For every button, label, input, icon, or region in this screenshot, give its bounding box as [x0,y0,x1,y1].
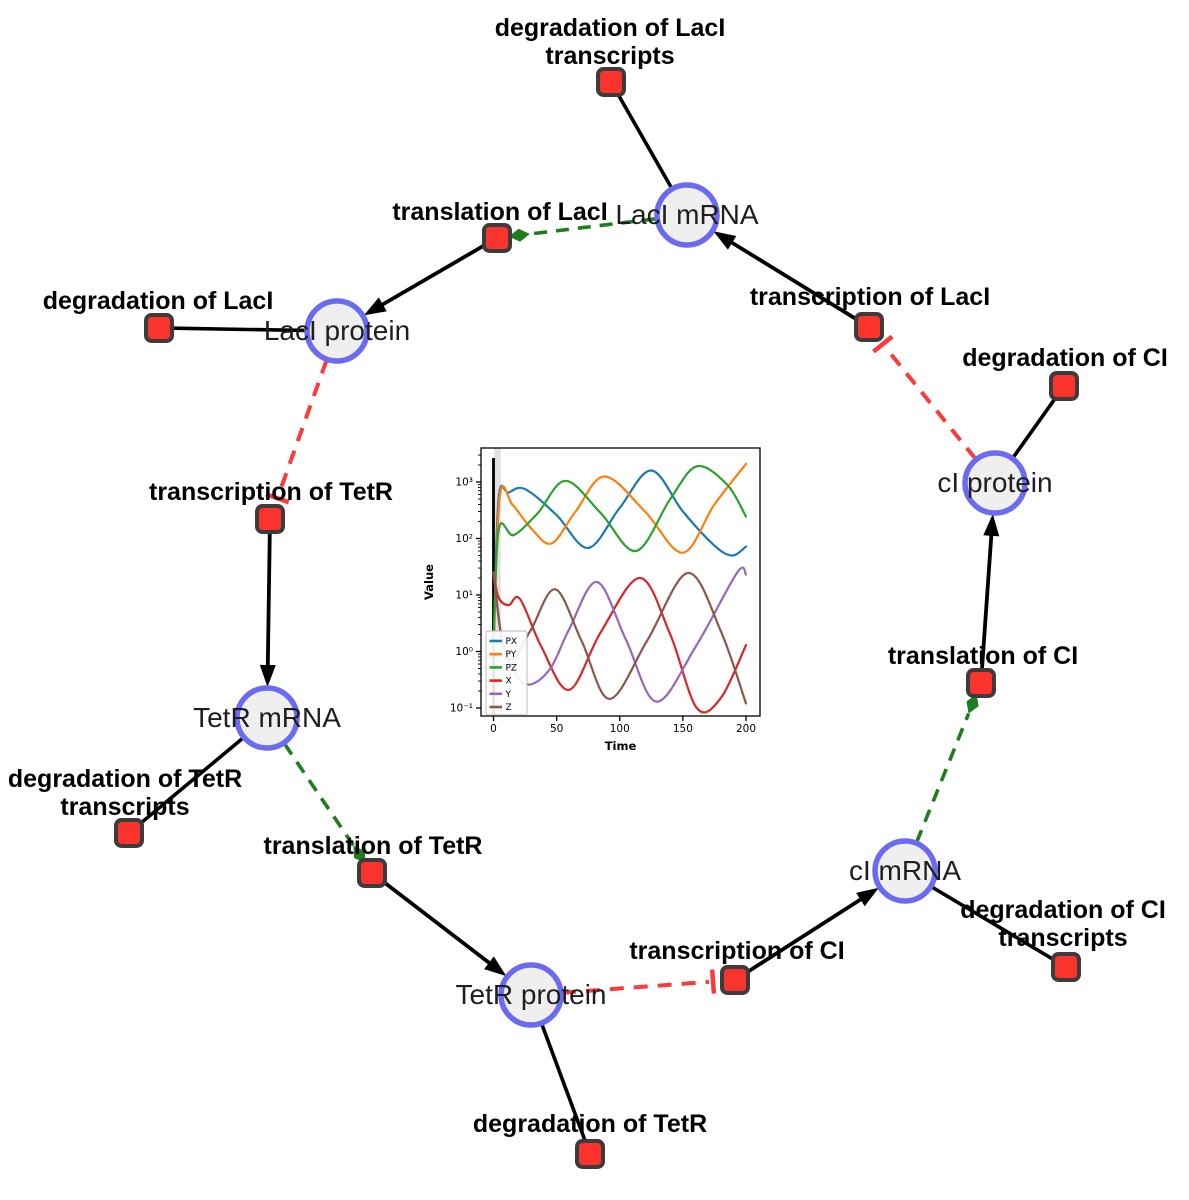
edge-transl-ci-ci-protein-arrow-head [983,513,1000,537]
edge-transl-laci-laci-protein [378,243,486,309]
species-node-laci-mrna[interactable] [654,182,720,248]
plot-area [492,448,748,716]
edge-laci-mrna-transl-laci-diamond-head [508,228,530,242]
species-node-ci-mrna[interactable] [872,838,938,904]
edge-ci-mrna-transl-ci [914,712,971,843]
x-tick-label-100: 100 [610,723,630,735]
edge-txn-ci-ci-mrna [745,895,865,975]
y-tick-label-3: 10² [455,533,473,545]
reaction-node-txn-laci[interactable] [854,312,884,342]
edge-ci-mrna-transl-ci-diamond-head [966,694,979,714]
species-node-laci-protein[interactable] [304,298,370,364]
edge-ci-protein-txn-laci-tee-head [872,334,894,354]
chart-axes-box [480,447,761,717]
reaction-node-deg-ci[interactable] [1049,371,1079,401]
species-node-tetr-protein[interactable] [498,962,564,1028]
edge-ci-mrna-deg-ci-tx [930,885,1055,962]
edge-transl-tetr-tetr-protein-arrow-head [484,956,507,977]
inset-chart: 0 50 100 150 20010⁻¹10⁰10¹10²10³TimeValuePXP… [422,447,761,753]
edge-laci-protein-txn-tetr [276,359,329,496]
edge-txn-tetr-tetr-mrna [265,532,272,670]
reaction-node-transl-laci[interactable] [482,223,512,253]
species-node-ci-protein[interactable] [962,450,1028,516]
legend-label-Z: Z [506,703,512,713]
edge-txn-tetr-tetr-mrna-arrow-head [259,664,276,687]
reaction-node-deg-laci[interactable] [144,313,174,343]
legend-label-PY: PY [506,650,517,660]
edge-ci-protein-deg-ci [1011,396,1058,459]
edge-transl-tetr-tetr-protein [381,880,494,967]
y-axis-label: Value [422,564,436,600]
legend-label-PZ: PZ [506,663,518,673]
edges-layer [138,93,1058,1142]
chart-series-Y [492,566,748,703]
chart-series-PZ [492,464,748,653]
reaction-nodes-layer [114,67,1081,1169]
edge-txn-laci-laci-mrna [727,239,859,322]
edge-tetr-protein-deg-tetr [540,1023,587,1142]
chart-legend: PX PY PZ XYZ [485,630,528,716]
x-tick-label-200: 200 [736,723,756,735]
edge-tetr-protein-txn-ci-tee-head [709,969,717,994]
edge-transl-laci-laci-protein-arrow-head [363,297,387,316]
edge-tetr-mrna-transl-tetr [282,742,355,847]
reaction-node-deg-tetr[interactable] [575,1139,605,1169]
startup-band [494,448,501,716]
edge-tetr-mrna-deg-tetr-tx [138,736,245,826]
edge-laci-protein-deg-laci [172,326,307,333]
chart-series-PY [492,462,748,653]
y-tick-label-4: 10³ [455,477,473,489]
edge-laci-protein-txn-tetr-tee-head [265,492,290,505]
legend-label-Y: Y [505,690,512,700]
edge-laci-mrna-transl-laci [529,216,657,236]
x-tick-label-150: 150 [673,723,693,735]
reaction-node-deg-laci-tx[interactable] [596,67,626,97]
species-node-tetr-mrna[interactable] [234,685,300,751]
reaction-node-transl-tetr[interactable] [357,858,387,888]
legend-label-X: X [506,677,512,687]
reaction-node-txn-ci[interactable] [720,965,750,995]
reaction-node-txn-tetr[interactable] [255,504,285,534]
legend-label-PX: PX [506,637,518,647]
edge-txn-ci-ci-mrna-arrow-head [856,887,879,907]
edge-transl-ci-ci-protein [980,531,994,670]
x-tick-label-0: 0 [490,723,497,735]
y-tick-label-2: 10¹ [455,590,473,602]
y-tick-label-0: 10⁻¹ [450,703,473,715]
species-nodes-layer [234,182,1028,1028]
x-tick-label-50: 50 [550,723,563,735]
edge-ci-protein-txn-laci [883,345,978,461]
edge-laci-mrna-deg-laci-tx [616,93,674,189]
edge-txn-laci-laci-mrna-arrow-head [713,231,737,250]
edge-tetr-protein-txn-ci [561,979,710,995]
y-tick-label-1: 10⁰ [455,646,473,658]
x-axis-label: Time [605,739,637,753]
reaction-node-deg-tetr-tx[interactable] [114,818,144,848]
reaction-node-deg-ci-tx[interactable] [1051,952,1081,982]
chart-series-X [492,571,748,714]
reaction-node-transl-ci[interactable] [966,668,996,698]
